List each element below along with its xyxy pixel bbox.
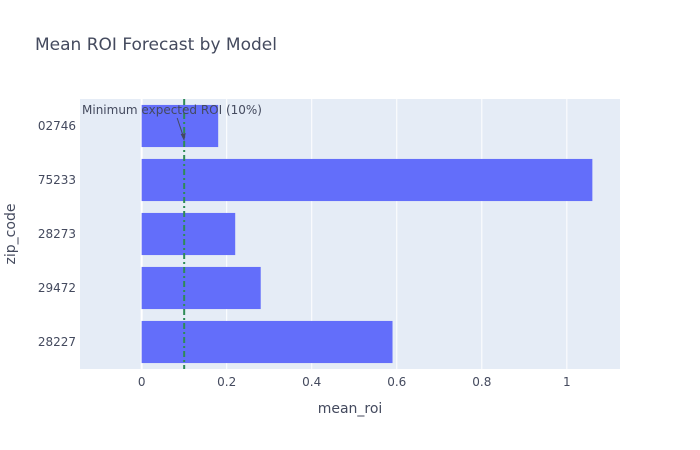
bar-29472 [141, 266, 261, 310]
annotation-arrowhead [180, 133, 186, 141]
x-tick-label: 0.6 [387, 375, 406, 389]
y-tick-label: 28273 [38, 227, 76, 241]
x-tick-label: 0 [138, 375, 146, 389]
annotation-arrow [176, 117, 184, 137]
x-tick-label: 0.8 [472, 375, 491, 389]
x-tick-label: 0.2 [217, 375, 236, 389]
y-tick-label: 75233 [38, 173, 76, 187]
reference-line-group [176, 99, 186, 369]
y-axis-title: zip_code [3, 204, 19, 265]
y-tick-label: 02746 [38, 119, 76, 133]
x-tick-label: 1 [563, 375, 571, 389]
y-tick-labels: 02746 75233 28273 29472 28227 [38, 119, 76, 349]
y-tick-label: 29472 [38, 281, 76, 295]
chart-title: Mean ROI Forecast by Model [35, 35, 277, 55]
bar-28273 [141, 212, 236, 256]
x-tick-labels: 0 0.2 0.4 0.6 0.8 1 [138, 375, 571, 389]
x-axis-title: mean_roi [318, 401, 383, 417]
y-tick-label: 28227 [38, 335, 76, 349]
reference-line-annotation: Minimum expected ROI (10%) [82, 103, 262, 117]
x-tick-label: 0.4 [302, 375, 321, 389]
bar-28227 [141, 320, 393, 364]
bar-75233 [141, 158, 593, 202]
